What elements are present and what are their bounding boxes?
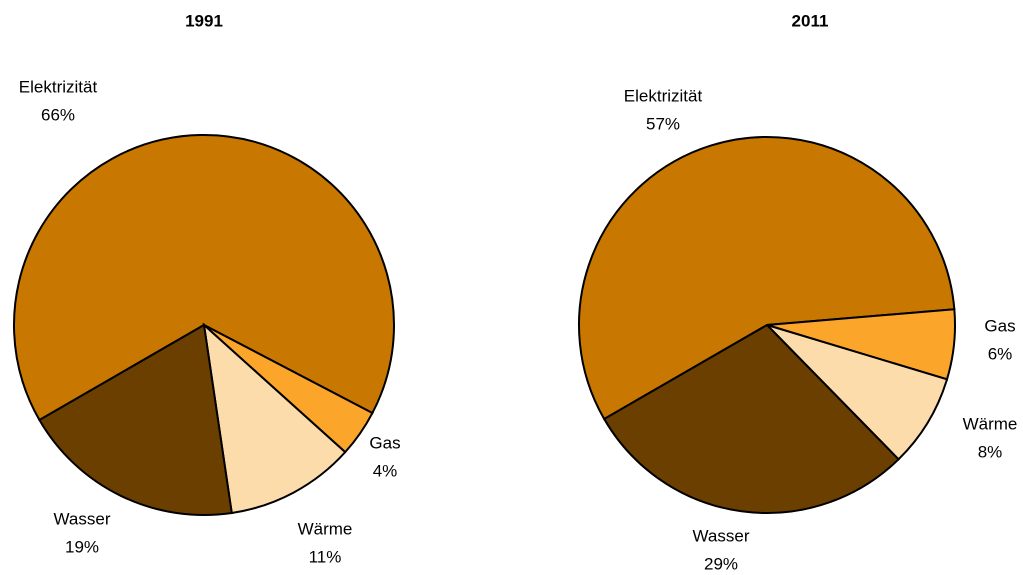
value-label: 19%	[65, 537, 99, 556]
value-label: 4%	[373, 461, 398, 480]
pie-slice	[38, 323, 233, 516]
slice-label: Elektrizität	[19, 77, 98, 96]
slice-label: Wärme	[963, 414, 1018, 433]
slice-label: Elektrizität	[624, 86, 703, 105]
slice-label: Wasser	[54, 509, 111, 528]
value-label: 57%	[646, 114, 680, 133]
pie-slice	[202, 322, 347, 515]
value-label: 8%	[978, 442, 1003, 461]
pie-slice	[602, 323, 900, 514]
slice-label: Gas	[369, 433, 400, 452]
pie-slice	[766, 324, 949, 461]
slice-label: Wärme	[298, 519, 353, 538]
value-label: 11%	[309, 547, 342, 566]
pie-slice	[13, 134, 395, 422]
pie-slice	[578, 136, 956, 421]
value-label: 66%	[41, 105, 75, 124]
chart-title: 2011	[792, 11, 829, 30]
slice-label: Wasser	[693, 526, 750, 545]
slice-label: Gas	[984, 316, 1015, 335]
chart-title: 1991	[185, 11, 223, 30]
value-label: 29%	[704, 554, 738, 573]
value-label: 6%	[988, 344, 1013, 363]
